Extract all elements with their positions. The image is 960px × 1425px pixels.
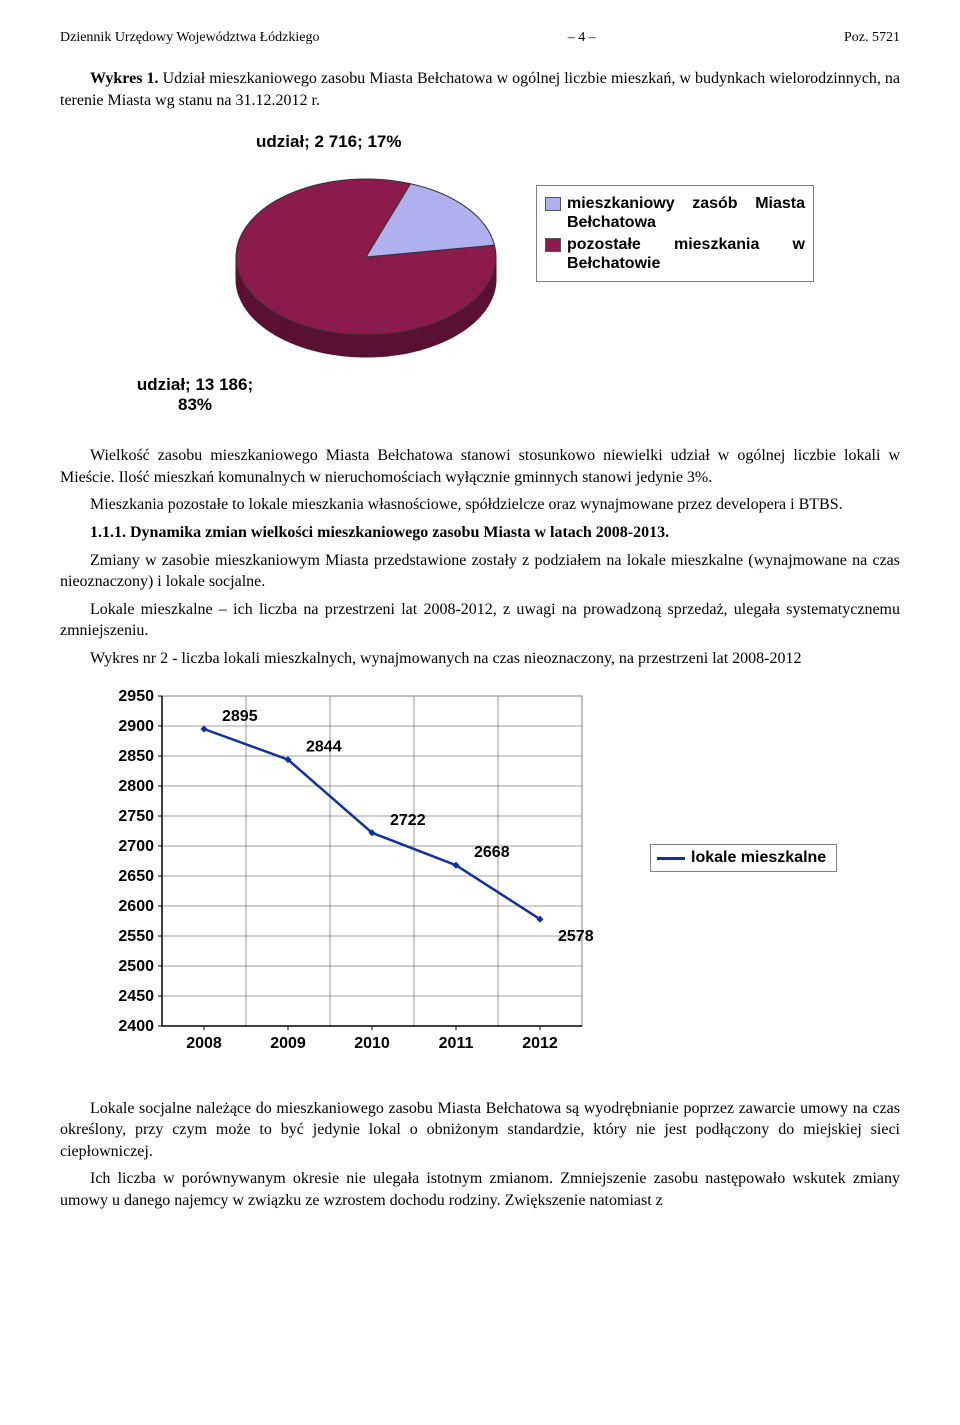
svg-text:2010: 2010 — [354, 1035, 390, 1052]
svg-text:2600: 2600 — [118, 898, 154, 915]
svg-text:2844: 2844 — [306, 738, 342, 755]
line-chart-block: 2400 2450 2500 2550 2600 2650 2700 2750 2800 2850… — [90, 684, 930, 1084]
line-legend: lokale mieszkalne — [650, 844, 837, 872]
paragraph-3: Mieszkania pozostałe to lokale mieszkani… — [60, 494, 900, 516]
legend-swatch-2 — [545, 238, 561, 252]
pie-chart-block: udział; 2 716; 17% mieszkaniowy zasób Mi… — [56, 125, 896, 435]
paragraph-wykres1: Wykres 1. Udział mieszkaniowego zasobu M… — [60, 68, 900, 111]
svg-text:2450: 2450 — [118, 988, 154, 1005]
svg-text:2650: 2650 — [118, 868, 154, 885]
header-poz: Poz. 5721 — [844, 30, 900, 46]
legend-swatch-1 — [545, 197, 561, 211]
paragraph-2: Wielkość zasobu mieszkaniowego Miasta Be… — [60, 445, 900, 488]
header-left: Dziennik Urzędowy Województwa Łódzkiego — [60, 30, 319, 46]
paragraph-4-heading: 1.1.1. Dynamika zmian wielkości mieszkan… — [60, 522, 900, 544]
svg-text:2500: 2500 — [118, 958, 154, 975]
paragraph-5: Zmiany w zasobie mieszkaniowym Miasta pr… — [60, 550, 900, 593]
svg-text:2668: 2668 — [474, 844, 510, 861]
legend-text-1: mieszkaniowy zasób Miasta Bełchatowa — [567, 194, 805, 232]
pie-label-bottom: udział; 13 186; 83% — [120, 375, 270, 414]
pie-legend-item-1: mieszkaniowy zasób Miasta Bełchatowa — [545, 194, 805, 232]
pie-legend-item-2: pozostałe mieszkania w Bełchatowie — [545, 235, 805, 273]
paragraph-6: Lokale mieszkalne – ich liczba na przest… — [60, 599, 900, 642]
pie-chart — [216, 147, 516, 377]
header-page-number: – 4 – — [568, 30, 596, 46]
pie-legend: mieszkaniowy zasób Miasta Bełchatowa poz… — [536, 185, 814, 282]
legend-text-2: pozostałe mieszkania w Bełchatowie — [567, 235, 805, 273]
svg-text:2750: 2750 — [118, 808, 154, 825]
svg-text:2400: 2400 — [118, 1018, 154, 1035]
svg-text:2009: 2009 — [270, 1035, 306, 1052]
svg-text:2895: 2895 — [222, 708, 258, 725]
paragraph-9: Ich liczba w porównywanym okresie nie ul… — [60, 1168, 900, 1211]
svg-text:2850: 2850 — [118, 748, 154, 765]
svg-text:2011: 2011 — [439, 1035, 474, 1052]
paragraph-8: Lokale socjalne należące do mieszkaniowe… — [60, 1098, 900, 1163]
paragraph-7: Wykres nr 2 - liczba lokali mieszkalnych… — [60, 648, 900, 670]
svg-text:2012: 2012 — [522, 1035, 558, 1052]
line-legend-swatch — [657, 857, 685, 860]
svg-text:2578: 2578 — [558, 928, 594, 945]
svg-text:2008: 2008 — [186, 1035, 222, 1052]
svg-text:2550: 2550 — [118, 928, 154, 945]
wykres1-prefix: Wykres 1. — [90, 70, 159, 87]
svg-text:2722: 2722 — [390, 811, 426, 828]
wykres1-rest: Udział mieszkaniowego zasobu Miasta Bełc… — [60, 70, 900, 109]
svg-text:2700: 2700 — [118, 838, 154, 855]
svg-text:2800: 2800 — [118, 778, 154, 795]
svg-text:2950: 2950 — [118, 688, 154, 705]
page-header: Dziennik Urzędowy Województwa Łódzkiego … — [60, 30, 900, 46]
line-legend-text: lokale mieszkalne — [691, 849, 826, 867]
line-chart: 2400 2450 2500 2550 2600 2650 2700 2750 2800 2850… — [90, 684, 610, 1064]
svg-text:2900: 2900 — [118, 718, 154, 735]
